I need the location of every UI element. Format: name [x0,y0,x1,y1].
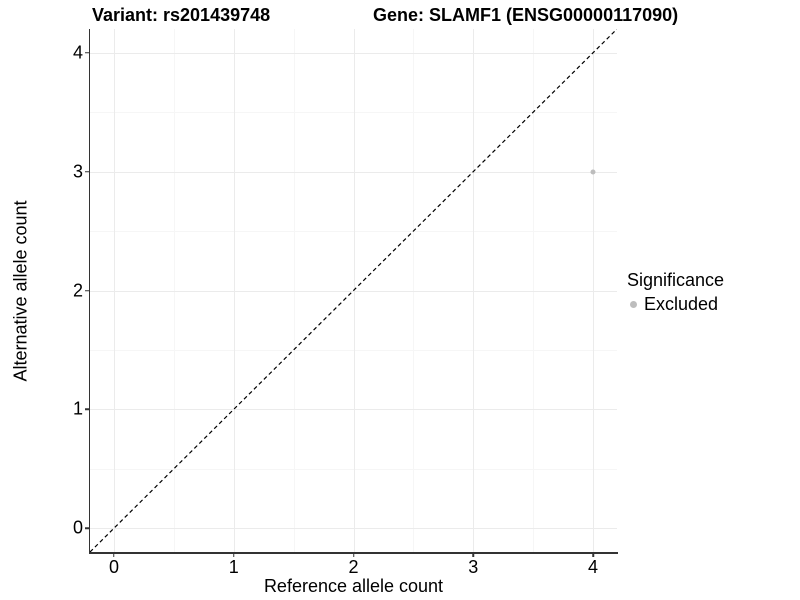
x-tick-mark [232,553,235,557]
major-gridline-horizontal [90,409,617,411]
gene-title: Gene: SLAMF1 (ENSG00000117090) [373,5,679,25]
excluded-point-icon [630,301,637,308]
major-gridline-horizontal [90,52,617,54]
y-tick-mark [85,289,89,292]
major-gridline-horizontal [90,528,617,530]
y-tick-mark [85,52,89,54]
x-tick-label: 0 [108,557,119,577]
identity-line [90,29,617,552]
y-tick-label: 1 [72,398,83,419]
x-tick-label: 3 [468,557,479,577]
plot-panel [90,29,617,552]
data-point-excluded [590,169,596,175]
y-tick-label: 4 [72,42,83,63]
x-tick-mark [113,553,115,557]
x-tick-label: 1 [228,557,239,577]
y-axis-line [88,29,90,554]
y-tick-label: 0 [72,517,83,538]
major-gridline-horizontal [90,171,617,173]
major-gridline-horizontal [90,290,617,292]
x-tick-label: 4 [588,557,599,577]
legend: Significance Excluded [627,270,724,315]
y-tick-mark [85,408,89,411]
x-tick-mark [592,553,594,557]
x-tick-label: 2 [348,557,359,577]
variant-title: Variant: rs201439748 [92,5,271,25]
y-tick-label: 3 [72,161,83,182]
y-axis-tick-labels: 0 1 2 3 4 [0,29,83,552]
x-axis-ticks [90,553,617,558]
legend-item-excluded: Excluded [627,294,724,315]
x-tick-mark [472,553,475,557]
x-axis-line [88,552,618,554]
legend-title: Significance [627,270,725,290]
x-axis-title: Reference allele count [263,576,444,596]
y-tick-label: 2 [72,280,83,300]
y-tick-mark [85,170,89,173]
y-tick-mark [85,527,89,529]
legend-item-label: Excluded [644,294,719,314]
x-axis-tick-labels: 0 1 2 3 4 [90,557,617,577]
x-tick-mark [352,553,355,557]
y-axis-ticks [85,29,89,552]
y-axis-title: Alternative allele count [10,200,31,382]
